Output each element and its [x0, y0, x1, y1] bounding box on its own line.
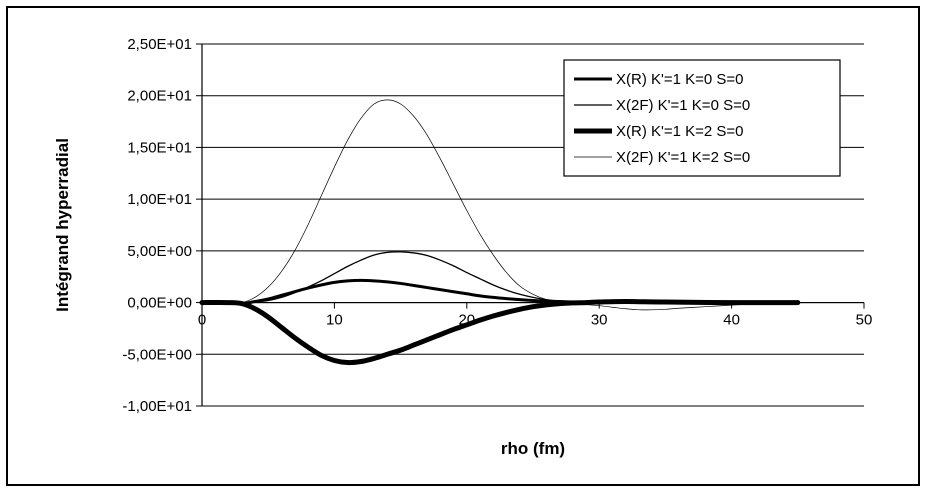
legend-label-2: X(2F) K'=1 K=0 S=0 — [616, 97, 750, 114]
y-tick-label: -5,00E+00 — [122, 346, 192, 363]
y-tick-label: 1,00E+01 — [127, 191, 192, 208]
y-tick-label: 1,50E+01 — [127, 139, 192, 156]
series-line-4 — [201, 99, 799, 311]
y-tick-labels: 2,50E+01 2,00E+01 1,50E+01 1,00E+01 5,00E+00… — [122, 36, 192, 415]
y-tick-label: 0,00E+00 — [127, 295, 192, 312]
y-tick-label: 5,00E+00 — [127, 243, 192, 260]
series-lines — [199, 99, 801, 366]
x-tick-label: 0 — [198, 312, 206, 329]
legend-label-1: X(R) K'=1 K=0 S=0 — [616, 71, 744, 88]
legend-label-4: X(2F) K'=1 K=2 S=0 — [616, 149, 750, 166]
series-line-3 — [199, 299, 801, 366]
line-chart: 2,50E+01 2,00E+01 1,50E+01 1,00E+01 5,00E+00… — [53, 36, 873, 458]
y-tick-label: -1,00E+01 — [122, 398, 192, 415]
legend-label-3: X(R) K'=1 K=2 S=0 — [616, 123, 744, 140]
x-tick-label: 30 — [591, 312, 608, 329]
x-tick-labels: 0 10 20 30 40 50 — [198, 312, 873, 329]
series-line-2 — [201, 251, 799, 304]
y-axis-title: Intégrand hyperradial — [53, 138, 72, 312]
x-axis-title: rho (fm) — [501, 439, 565, 458]
y-tick-label: 2,50E+01 — [127, 36, 192, 53]
x-tick-label: 10 — [326, 312, 343, 329]
x-tick-label: 50 — [856, 312, 873, 329]
x-tick-label: 40 — [723, 312, 740, 329]
legend: X(R) K'=1 K=0 S=0 X(2F) K'=1 K=0 S=0 X(R) … — [563, 59, 841, 177]
y-tick-label: 2,00E+01 — [127, 88, 192, 105]
chart-frame: 2,50E+01 2,00E+01 1,50E+01 1,00E+01 5,00E+00… — [6, 6, 920, 486]
